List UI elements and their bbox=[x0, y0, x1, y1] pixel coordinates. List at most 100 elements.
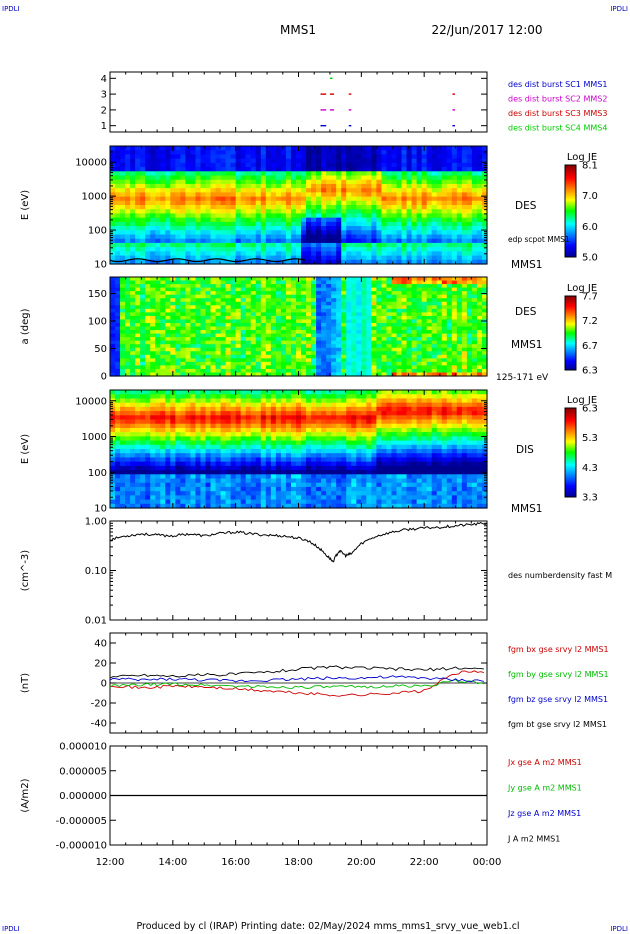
heatmap-cell bbox=[145, 449, 151, 454]
heatmap-cell bbox=[220, 368, 227, 374]
heatmap-cell bbox=[225, 247, 232, 252]
heatmap-cell bbox=[285, 238, 292, 244]
heatmap-cell bbox=[411, 326, 418, 331]
heatmap-cell bbox=[140, 305, 146, 310]
heatmap-cell bbox=[135, 251, 141, 257]
heatmap-cell bbox=[205, 347, 212, 352]
heatmap-cell bbox=[210, 175, 217, 181]
heatmap-cell bbox=[331, 205, 337, 210]
heatmap-cell bbox=[306, 333, 312, 338]
heatmap-cell bbox=[321, 319, 327, 324]
heatmap-cell bbox=[210, 354, 217, 359]
heatmap-cell bbox=[140, 217, 146, 223]
heatmap-cell bbox=[426, 162, 433, 168]
heatmap-cell bbox=[165, 150, 171, 156]
heatmap-cell bbox=[205, 217, 212, 223]
heatmap-cell bbox=[145, 171, 151, 177]
heatmap-cell bbox=[165, 486, 171, 492]
heatmap-cell bbox=[165, 358, 171, 363]
heatmap-cell bbox=[295, 305, 302, 310]
heatmap-cell bbox=[270, 255, 277, 261]
heatmap-cell bbox=[321, 333, 327, 338]
heatmap-cell bbox=[306, 368, 312, 374]
heatmap-cell bbox=[431, 301, 438, 306]
heatmap-cell bbox=[165, 470, 171, 475]
heatmap-cell bbox=[130, 277, 136, 282]
heatmap-cell bbox=[145, 158, 151, 164]
heatmap-cell bbox=[376, 259, 383, 265]
heatmap-cell bbox=[145, 340, 151, 345]
heatmap-cell bbox=[311, 183, 317, 189]
heatmap-cell bbox=[110, 365, 116, 370]
heatmap-cell bbox=[140, 308, 146, 313]
heatmap-cell bbox=[240, 351, 247, 356]
heatmap-cell bbox=[250, 259, 257, 265]
heatmap-cell bbox=[240, 209, 247, 215]
heatmap-cell bbox=[275, 354, 282, 359]
heatmap-cell bbox=[351, 298, 357, 303]
heatmap-cell bbox=[240, 287, 247, 292]
heatmap-cell bbox=[240, 183, 247, 189]
heatmap-cell bbox=[165, 280, 171, 285]
heatmap-cell bbox=[371, 259, 378, 265]
heatmap-cell bbox=[401, 226, 408, 231]
heatmap-cell bbox=[125, 301, 131, 306]
heatmap-cell bbox=[145, 465, 151, 471]
heatmap-cell bbox=[190, 217, 197, 223]
heatmap-cell bbox=[125, 209, 131, 215]
heatmap-cell bbox=[170, 333, 176, 338]
heatmap-cell bbox=[195, 175, 202, 181]
heatmap-cell bbox=[361, 183, 367, 189]
heatmap-cell bbox=[326, 205, 332, 210]
heatmap-cell bbox=[371, 238, 378, 244]
heatmap-cell bbox=[130, 326, 136, 331]
heatmap-cell bbox=[336, 368, 342, 374]
heatmap-cell bbox=[366, 255, 372, 261]
heatmap-cell bbox=[471, 192, 478, 198]
heatmap-cell bbox=[321, 365, 327, 370]
heatmap-cell bbox=[185, 209, 192, 215]
heatmap-cell bbox=[311, 242, 317, 248]
heatmap-cell bbox=[476, 213, 483, 219]
heatmap-cell bbox=[200, 183, 207, 189]
heatmap-cell bbox=[391, 333, 398, 338]
heatmap-cell bbox=[371, 162, 378, 168]
heatmap-cell bbox=[195, 499, 202, 505]
heatmap-cell bbox=[235, 242, 242, 248]
heatmap-cell bbox=[361, 146, 367, 151]
heatmap-cell bbox=[250, 213, 257, 219]
heatmap-cell bbox=[135, 277, 141, 282]
heatmap-cell bbox=[326, 361, 332, 366]
heatmap-cell bbox=[361, 294, 367, 299]
heatmap-cell bbox=[476, 312, 483, 317]
heatmap-cell bbox=[200, 277, 207, 282]
heatmap-cell bbox=[195, 234, 202, 240]
heatmap-cell bbox=[185, 315, 192, 321]
y-tick-label: 3 bbox=[101, 90, 107, 101]
heatmap-cell bbox=[255, 171, 262, 177]
heatmap-cell bbox=[125, 154, 131, 160]
heatmap-cell bbox=[441, 330, 448, 335]
heatmap-cell bbox=[351, 351, 357, 356]
heatmap-cell bbox=[250, 251, 257, 257]
heatmap-cell bbox=[170, 457, 176, 463]
heatmap-cell bbox=[250, 175, 257, 181]
heatmap-cell bbox=[466, 287, 473, 292]
heatmap-cell bbox=[240, 150, 247, 156]
heatmap-cell bbox=[205, 301, 212, 306]
heatmap-cell bbox=[285, 179, 292, 185]
heatmap-cell bbox=[240, 259, 247, 265]
heatmap-cell bbox=[356, 221, 362, 227]
heatmap-cell bbox=[260, 196, 267, 202]
heatmap-cell bbox=[205, 344, 212, 349]
heatmap-cell bbox=[265, 242, 272, 248]
heatmap-cell bbox=[326, 277, 332, 282]
heatmap-cell bbox=[341, 301, 347, 306]
heatmap-cell bbox=[376, 167, 383, 172]
heatmap-cell bbox=[180, 372, 186, 377]
heatmap-cell bbox=[130, 503, 136, 509]
heatmap-cell bbox=[120, 196, 126, 202]
heatmap-cell bbox=[376, 221, 383, 227]
heatmap-cell bbox=[366, 358, 372, 363]
heatmap-cell bbox=[225, 277, 232, 282]
